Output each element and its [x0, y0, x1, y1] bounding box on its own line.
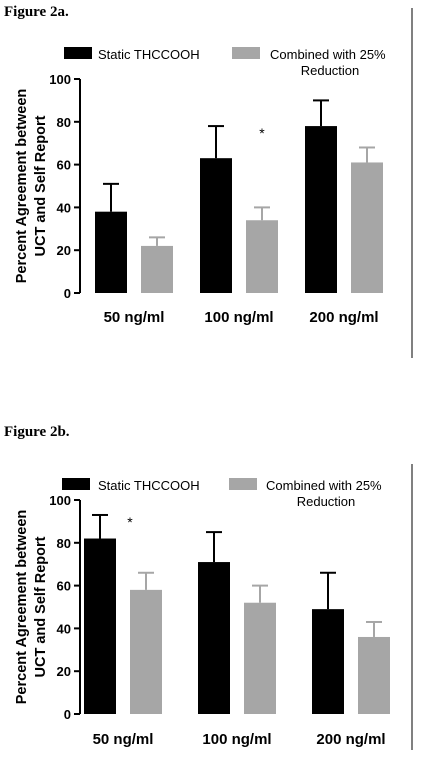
fig2a-significance-star-0: *: [259, 125, 265, 141]
figure-2b-label: Figure 2b.: [4, 424, 70, 440]
fig2b-x-tick-label-0: 50 ng/ml: [93, 731, 154, 748]
fig2b-bar-0-2: [312, 609, 344, 714]
fig2a-bar-0-2: [305, 126, 337, 293]
fig2b-y-tick-label-60: 60: [57, 579, 71, 594]
fig2a-y-tick-label-80: 80: [57, 115, 71, 130]
fig2a-x-tick-label-2: 200 ng/ml: [309, 309, 378, 326]
fig2b-bar-1-2: [358, 636, 390, 714]
fig2b-bar-1-1: [244, 602, 276, 714]
fig2a-y-tick-label-60: 60: [57, 158, 71, 173]
fig2a-y-tick-label-40: 40: [57, 200, 71, 215]
fig2a-bar-1-1: [246, 220, 278, 293]
fig2a-y-tick-label-100: 100: [49, 72, 71, 87]
fig2a-legend-label-1-1: Reduction: [301, 63, 360, 78]
fig2b-bar-0-1: [198, 562, 230, 714]
fig2b-legend-swatch-1: [229, 478, 257, 490]
fig2a-y-tick-label-0: 0: [64, 286, 71, 301]
fig2a-y-axis-title-line-1: UCT and Self Report: [33, 115, 49, 256]
fig2b-legend-label-1-0: Combined with 25%: [266, 478, 382, 493]
fig2b-bar-1-0: [130, 589, 162, 714]
fig2b-y-tick-label-40: 40: [57, 621, 71, 636]
fig2b-x-tick-label-2: 200 ng/ml: [316, 731, 385, 748]
fig2b-y-tick-label-20: 20: [57, 664, 71, 679]
fig2a-legend-swatch-0: [64, 47, 92, 59]
fig2b-significance-star-0: *: [127, 514, 133, 530]
figure-2a-label: Figure 2a.: [4, 4, 69, 20]
fig2b-y-tick-label-80: 80: [57, 536, 71, 551]
fig2b-legend-label-1-1: Reduction: [297, 494, 356, 509]
figure-2a-chart: Static THCCOOH Combined with 25%Reduction…: [14, 8, 413, 358]
fig2b-x-tick-label-1: 100 ng/ml: [202, 731, 271, 748]
fig2b-y-tick-label-100: 100: [49, 493, 71, 508]
fig2b-legend-label-0-0: Static THCCOOH: [98, 478, 200, 493]
fig2a-legend-label-0-0: Static THCCOOH: [98, 47, 200, 62]
fig2a-y-axis-title-line-0: Percent Agreement between: [14, 89, 30, 283]
fig2a-legend-label-1-0: Combined with 25%: [270, 47, 386, 62]
fig2b-y-tick-label-0: 0: [64, 707, 71, 722]
fig2a-x-tick-label-1: 100 ng/ml: [204, 309, 273, 326]
fig2a-bar-1-2: [351, 162, 383, 293]
fig2a-bar-0-1: [200, 158, 232, 293]
fig2a-x-tick-label-0: 50 ng/ml: [104, 309, 165, 326]
fig2a-bar-1-0: [141, 245, 173, 293]
fig2b-y-axis-title-line-1: UCT and Self Report: [33, 536, 49, 677]
fig2a-legend-swatch-1: [232, 47, 260, 59]
fig2b-legend-swatch-0: [62, 478, 90, 490]
fig2a-bar-0-0: [95, 211, 127, 293]
fig2b-bar-0-0: [84, 538, 116, 714]
fig2a-y-tick-label-20: 20: [57, 243, 71, 258]
fig2b-y-axis-title-line-0: Percent Agreement between: [14, 510, 30, 704]
figure-2b-chart: Static THCCOOH Combined with 25%Reduction…: [14, 464, 413, 750]
